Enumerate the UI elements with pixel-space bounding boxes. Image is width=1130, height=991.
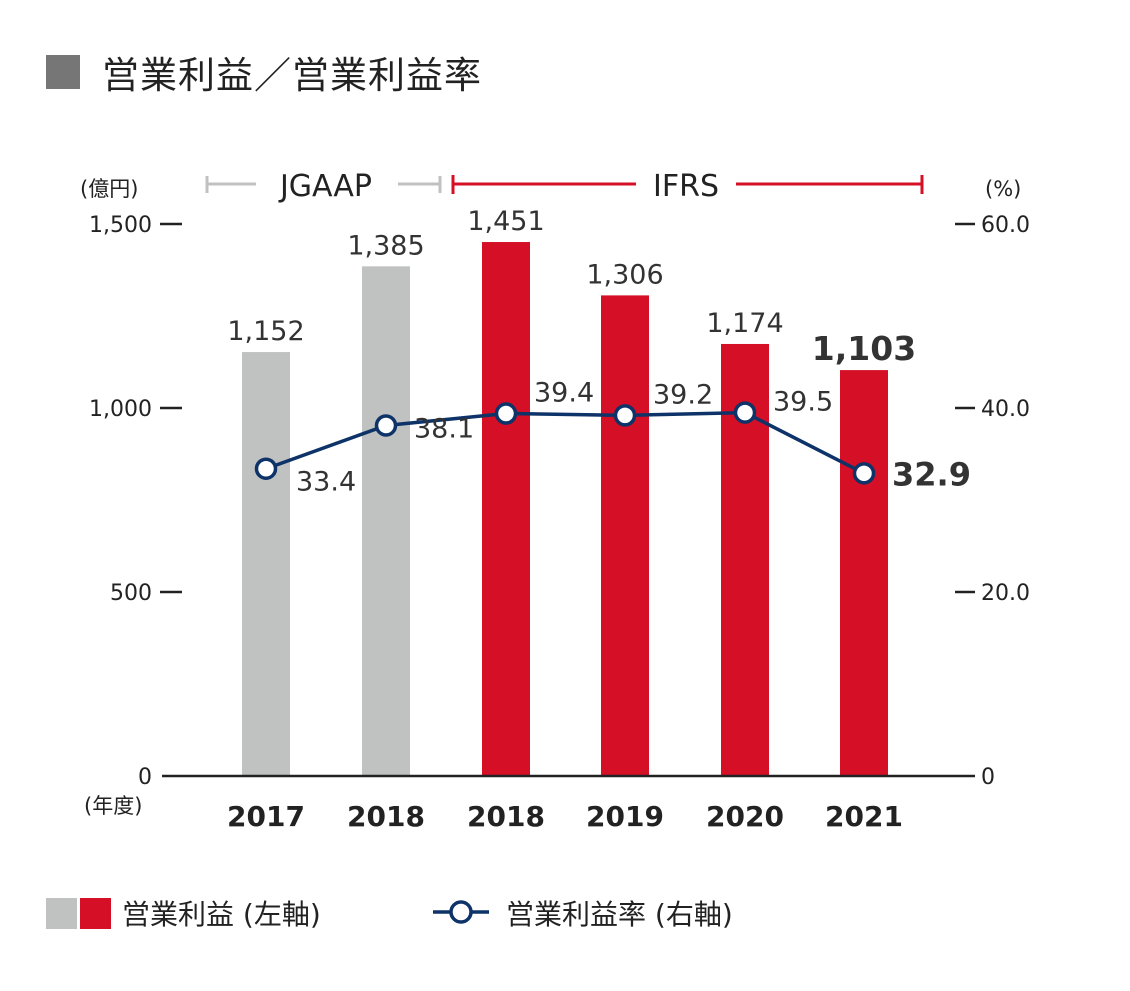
legend-red-swatch	[80, 898, 111, 929]
x-tick-label: 2020	[706, 800, 784, 833]
bar-2021-ifrs	[840, 370, 888, 776]
legend-line-label: 営業利益率 (右軸)	[506, 898, 733, 931]
margin-value-label: 39.5	[773, 387, 833, 418]
ifrs-label: IFRS	[653, 169, 719, 204]
bar-value-label: 1,451	[467, 206, 544, 237]
legend-gray-swatch	[46, 898, 77, 929]
margin-value-label: 38.1	[414, 413, 474, 444]
chart-title: 営業利益／営業利益率	[102, 54, 482, 97]
margin-point	[733, 401, 757, 424]
x-axis-unit: (年度)	[84, 794, 142, 818]
left-tick-label: 0	[138, 765, 152, 790]
bar-2019-ifrs	[601, 295, 649, 776]
margin-point	[613, 404, 637, 427]
x-tick-label: 2018	[347, 800, 425, 833]
right-axis-unit: (%)	[985, 177, 1021, 201]
right-tick-label: 60.0	[981, 213, 1030, 238]
margin-point	[374, 414, 398, 437]
bar-value-label: 1,385	[347, 230, 424, 261]
bar-value-label: 1,103	[812, 329, 916, 368]
x-tick-label: 2018	[467, 800, 545, 833]
legend-bars-label: 営業利益 (左軸)	[122, 898, 321, 931]
bar-2017-jgaap	[242, 352, 290, 776]
margin-point	[254, 457, 278, 480]
right-tick-label: 20.0	[981, 581, 1030, 606]
bar-value-label: 1,306	[586, 259, 663, 290]
title-square-icon	[46, 55, 80, 89]
margin-point	[852, 462, 876, 485]
margin-point	[494, 402, 518, 425]
jgaap-label: JGAAP	[278, 169, 372, 204]
left-tick-label: 1,500	[89, 213, 152, 238]
margin-value-label: 39.2	[653, 379, 713, 410]
x-tick-label: 2019	[586, 800, 664, 833]
bar-value-label: 1,174	[706, 308, 783, 339]
margin-value-label: 32.9	[892, 455, 971, 493]
bar-2018-ifrs	[482, 242, 530, 777]
bar-2018-jgaap	[362, 266, 410, 776]
x-tick-label: 2017	[227, 800, 305, 833]
margin-value-label: 33.4	[296, 467, 356, 498]
left-axis-unit: (億円)	[80, 177, 138, 201]
right-tick-label: 0	[981, 765, 995, 790]
margin-line	[265, 410, 865, 475]
left-tick-label: 1,000	[89, 397, 152, 422]
legend-marker-icon	[449, 900, 473, 924]
bar-value-label: 1,152	[227, 316, 304, 347]
right-tick-label: 40.0	[981, 397, 1030, 422]
left-tick-label: 500	[110, 581, 152, 606]
x-tick-label: 2021	[825, 800, 903, 833]
margin-value-label: 39.4	[534, 378, 594, 409]
chart-title-row: 営業利益／営業利益率	[46, 42, 482, 102]
